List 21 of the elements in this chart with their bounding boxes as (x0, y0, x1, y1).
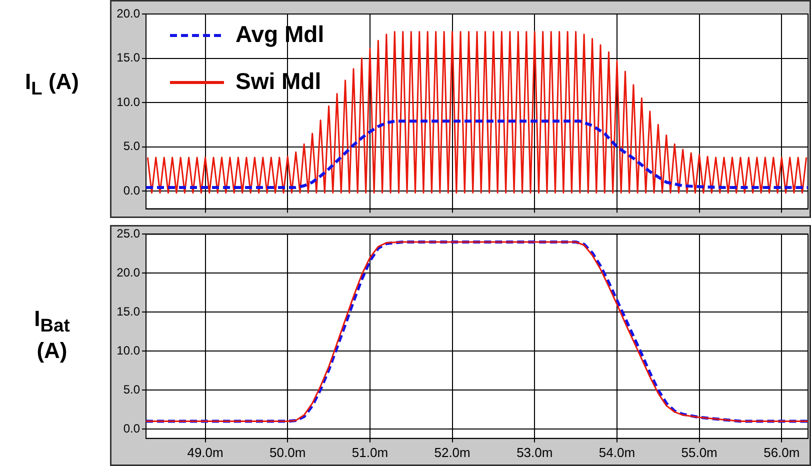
x-tick-label: 55.0m (681, 444, 718, 460)
x-tick-label: 54.0m (598, 444, 636, 460)
x-tick-label: 51.0m (352, 444, 388, 460)
x-tick-label: 50.0m (270, 444, 306, 460)
y-tick-label: 10.0 (116, 343, 140, 358)
y-tick-label: 10.0 (116, 94, 140, 109)
y-axis-title: I$_{L}$ (A) (24, 69, 80, 100)
y-tick-label: 15.0 (116, 304, 140, 318)
y-axis-title: I$_{Bat}$ (A) (33, 306, 71, 364)
y-tick-label: 0.0 (123, 183, 140, 198)
y-tick-label: 5.0 (123, 382, 140, 396)
x-tick-label: 49.0m (187, 444, 224, 460)
y-tick-label: 15.0 (116, 50, 140, 65)
x-tick-label: 53.0m (516, 444, 553, 460)
y-tick-label: 20.0 (116, 6, 140, 20)
y-tick-label: 5.0 (123, 139, 140, 154)
y-tick-label: 0.0 (123, 421, 140, 436)
y-tick-label: 20.0 (116, 265, 140, 280)
x-tick-label: 56.0m (764, 444, 800, 460)
y-tick-label: 25.0 (116, 226, 140, 241)
x-tick-label: 52.0m (434, 444, 470, 460)
